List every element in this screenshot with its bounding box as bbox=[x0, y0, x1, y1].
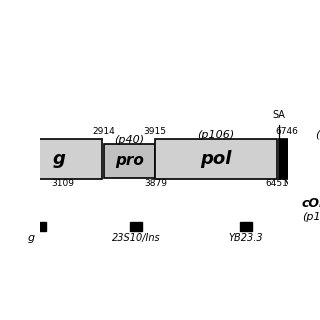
Text: (p106): (p106) bbox=[197, 130, 235, 140]
Bar bbox=[104, 144, 155, 178]
Text: 3915: 3915 bbox=[143, 127, 166, 136]
Bar bbox=[156, 139, 277, 179]
Text: g: g bbox=[53, 149, 66, 167]
Bar bbox=[17, 222, 46, 231]
Text: 6451: 6451 bbox=[265, 179, 288, 188]
Text: 23S10/Ins: 23S10/Ins bbox=[112, 233, 160, 243]
Text: cORF: cORF bbox=[302, 197, 320, 211]
Text: pol: pol bbox=[201, 149, 232, 167]
Text: 3879: 3879 bbox=[144, 179, 167, 188]
Text: g: g bbox=[28, 233, 35, 243]
Bar bbox=[279, 139, 296, 179]
Text: 2914: 2914 bbox=[92, 127, 115, 136]
Text: pro: pro bbox=[115, 153, 144, 168]
Bar bbox=[296, 139, 320, 179]
Text: (gp): (gp) bbox=[315, 130, 320, 140]
Bar bbox=[130, 222, 142, 231]
Text: 3109: 3109 bbox=[52, 179, 75, 188]
Text: (p40): (p40) bbox=[114, 135, 144, 145]
Bar bbox=[240, 222, 252, 231]
Text: 6746: 6746 bbox=[275, 127, 298, 136]
Bar bbox=[17, 139, 102, 179]
Text: SA: SA bbox=[272, 110, 285, 120]
Text: YB23.3: YB23.3 bbox=[229, 233, 263, 243]
Text: (p12): (p12) bbox=[302, 212, 320, 222]
